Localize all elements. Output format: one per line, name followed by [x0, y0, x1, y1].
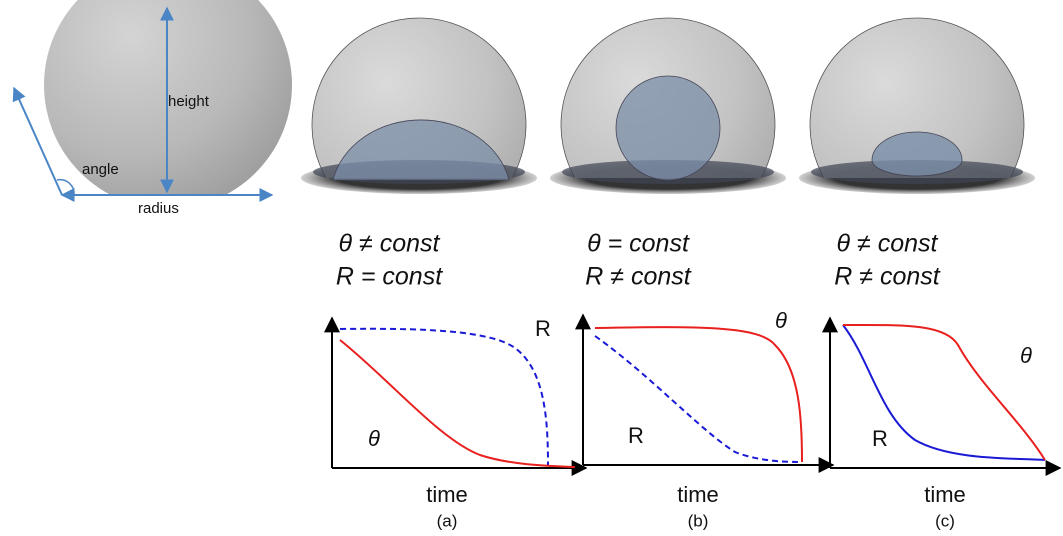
radius-label: R	[872, 426, 888, 451]
radius-label: radius	[138, 200, 179, 217]
x-axis-label: time	[426, 482, 468, 507]
condition: θ ≠ const	[339, 230, 441, 258]
x-axis-label: time	[677, 482, 719, 507]
theta-label: θ	[775, 308, 787, 333]
caption: (b)	[688, 511, 709, 530]
condition: θ ≠ const	[837, 230, 939, 258]
theta-label: θ	[368, 426, 380, 451]
reference-drop: height angle radius	[14, 0, 292, 217]
condition: R = const	[336, 263, 443, 291]
angle-curve	[595, 327, 802, 462]
drop-dome	[810, 18, 1024, 232]
height-label: height	[168, 93, 210, 110]
condition: R ≠ const	[585, 263, 691, 291]
x-axis-label: time	[924, 482, 966, 507]
liquid-sphere	[616, 76, 720, 180]
radius-label: R	[535, 316, 551, 341]
radius-label: R	[628, 423, 644, 448]
caption: (c)	[935, 511, 955, 530]
radius-curve	[595, 336, 800, 462]
figure: height angle radius θ ≠ const R = const θ R…	[0, 0, 1063, 536]
angle-label: angle	[82, 161, 119, 178]
theta-label: θ	[1020, 343, 1032, 368]
caption: (a)	[437, 511, 458, 530]
condition: R ≠ const	[834, 263, 940, 291]
condition: θ = const	[587, 230, 690, 258]
